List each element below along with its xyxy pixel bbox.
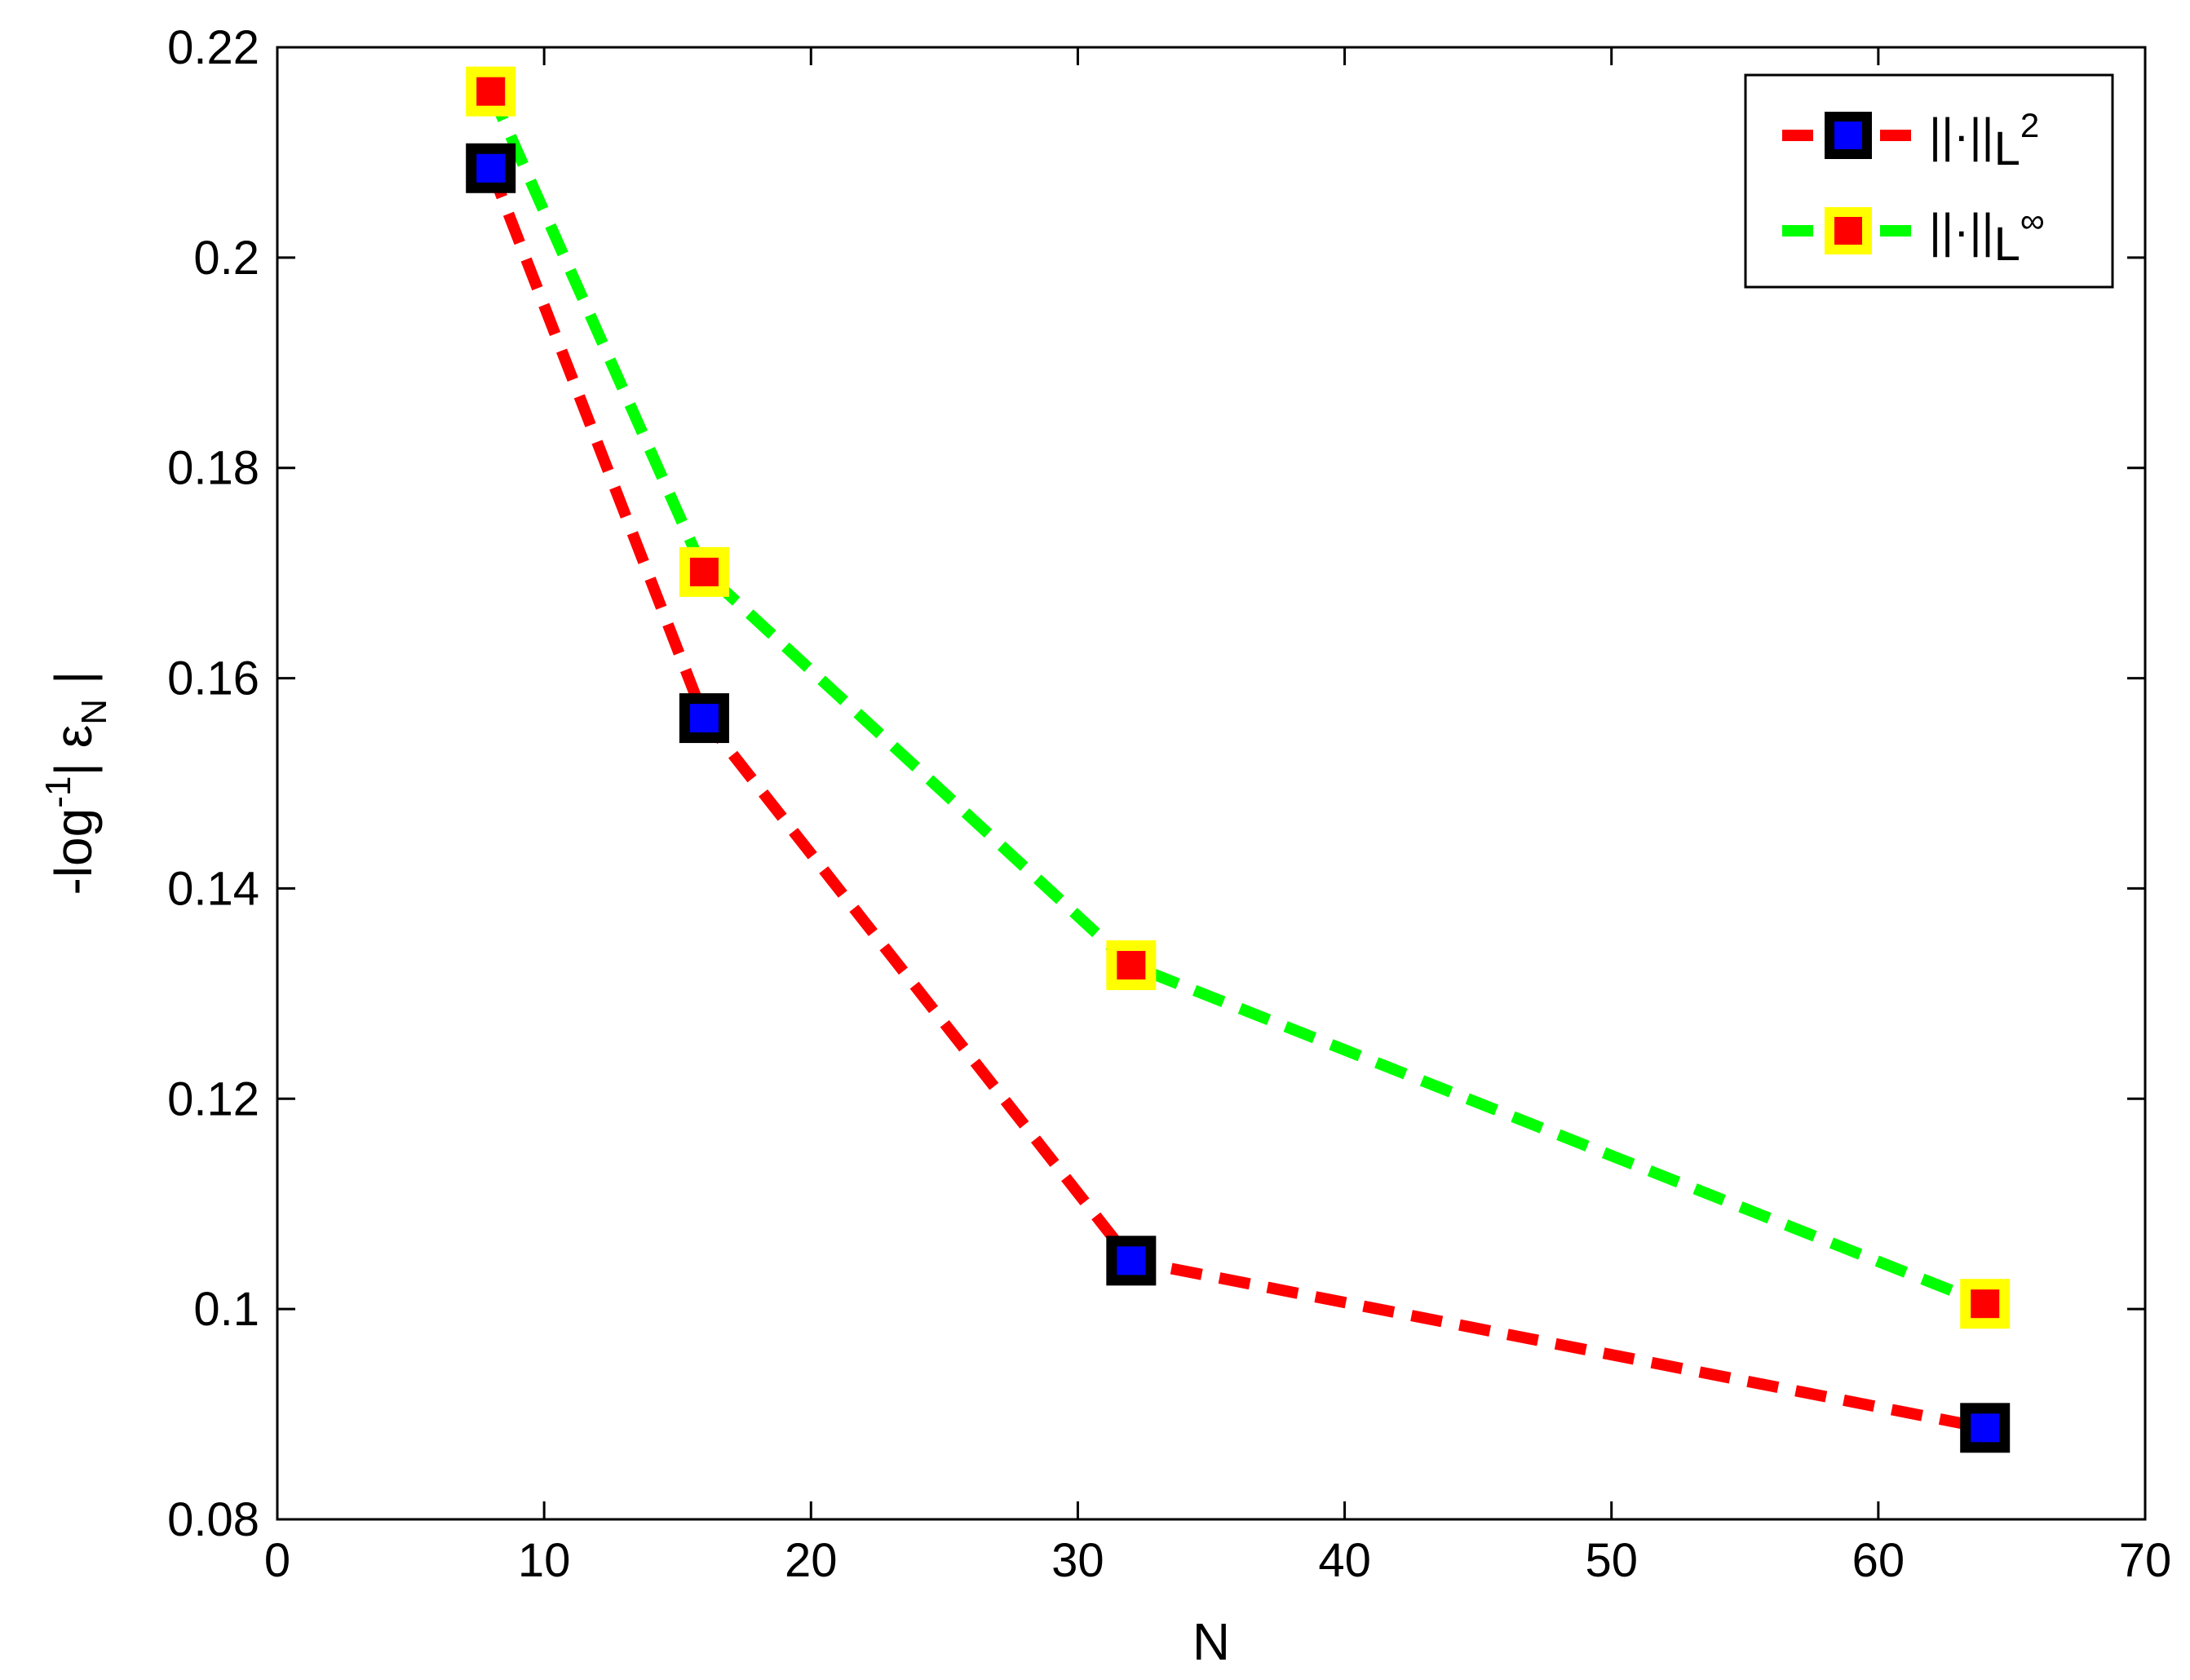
y-axis-title-base: -log [44,808,103,895]
data-point-l2 [679,693,729,744]
legend-label-linf: ||·||L∞ [1929,201,2045,271]
data-point-l2 [466,143,516,193]
series-line-l2 [485,166,1987,1434]
x-tick-label: 0 [264,1534,290,1587]
x-axis-title: N [1192,1612,1230,1671]
legend-label-linf-sub: L [1994,218,2020,271]
data-point-l2 [1960,1403,2011,1453]
data-point-linf [466,66,516,117]
data-point-linf [1106,940,1157,991]
tick-labels-layer: 0 10 20 30 40 50 60 70 0.08 0.1 0.12 0.14 0.16 0.18 0.… [167,21,2171,1587]
y-tick-label: 0.16 [167,652,259,705]
legend-label-linf-main: ||·|| [1929,205,1994,258]
legend-marker-linf [1825,207,1872,254]
y-axis-title-group: -log-1| εN | [38,671,114,895]
y-axis-title-sup: -1 [38,776,78,808]
legend-label-l2-sup: 2 [2020,106,2039,144]
legend-label-linf-sup: ∞ [2020,201,2045,240]
x-tick-label: 70 [2119,1534,2172,1587]
y-axis-title-sub: N [74,699,114,725]
legend-label-l2-main: ||·|| [1929,109,1994,162]
series-line-linf [485,89,1988,1310]
legend: ||·||L2 ||·||L∞ [1744,73,2114,289]
x-tick-label: 20 [785,1534,838,1587]
y-tick-label: 0.14 [167,862,259,915]
legend-label-l2-sub: L [1994,122,2020,175]
x-tick-label: 30 [1051,1534,1104,1587]
data-point-linf [1960,1279,2011,1329]
legend-entry-l2: ||·||L2 [1782,106,2039,175]
series-layer [466,66,2011,1453]
plot-frame [276,46,2147,1521]
data-point-l2 [1106,1236,1157,1286]
y-axis-title-after: | ε [44,725,103,776]
x-tick-label: 10 [518,1534,571,1587]
data-point-linf [679,546,729,597]
legend-box [1744,73,2114,289]
y-tick-label: 0.1 [193,1283,259,1336]
x-tick-label: 50 [1585,1534,1638,1587]
x-tick-label: 40 [1318,1534,1371,1587]
legend-label-l2: ||·||L2 [1929,106,2039,175]
legend-marker-l2 [1825,112,1872,159]
x-tick-label: 60 [1852,1534,1905,1587]
y-tick-label: 0.2 [193,232,259,285]
y-axis-title: -log-1| εN | [38,671,114,895]
y-tick-label: 0.08 [167,1493,259,1546]
y-tick-label: 0.18 [167,442,259,495]
plot-background [277,47,2145,1519]
y-tick-label: 0.22 [167,21,259,74]
y-axis-title-end: | [44,671,103,699]
y-tick-label: 0.12 [167,1072,259,1125]
legend-entry-linf: ||·||L∞ [1782,201,2045,271]
